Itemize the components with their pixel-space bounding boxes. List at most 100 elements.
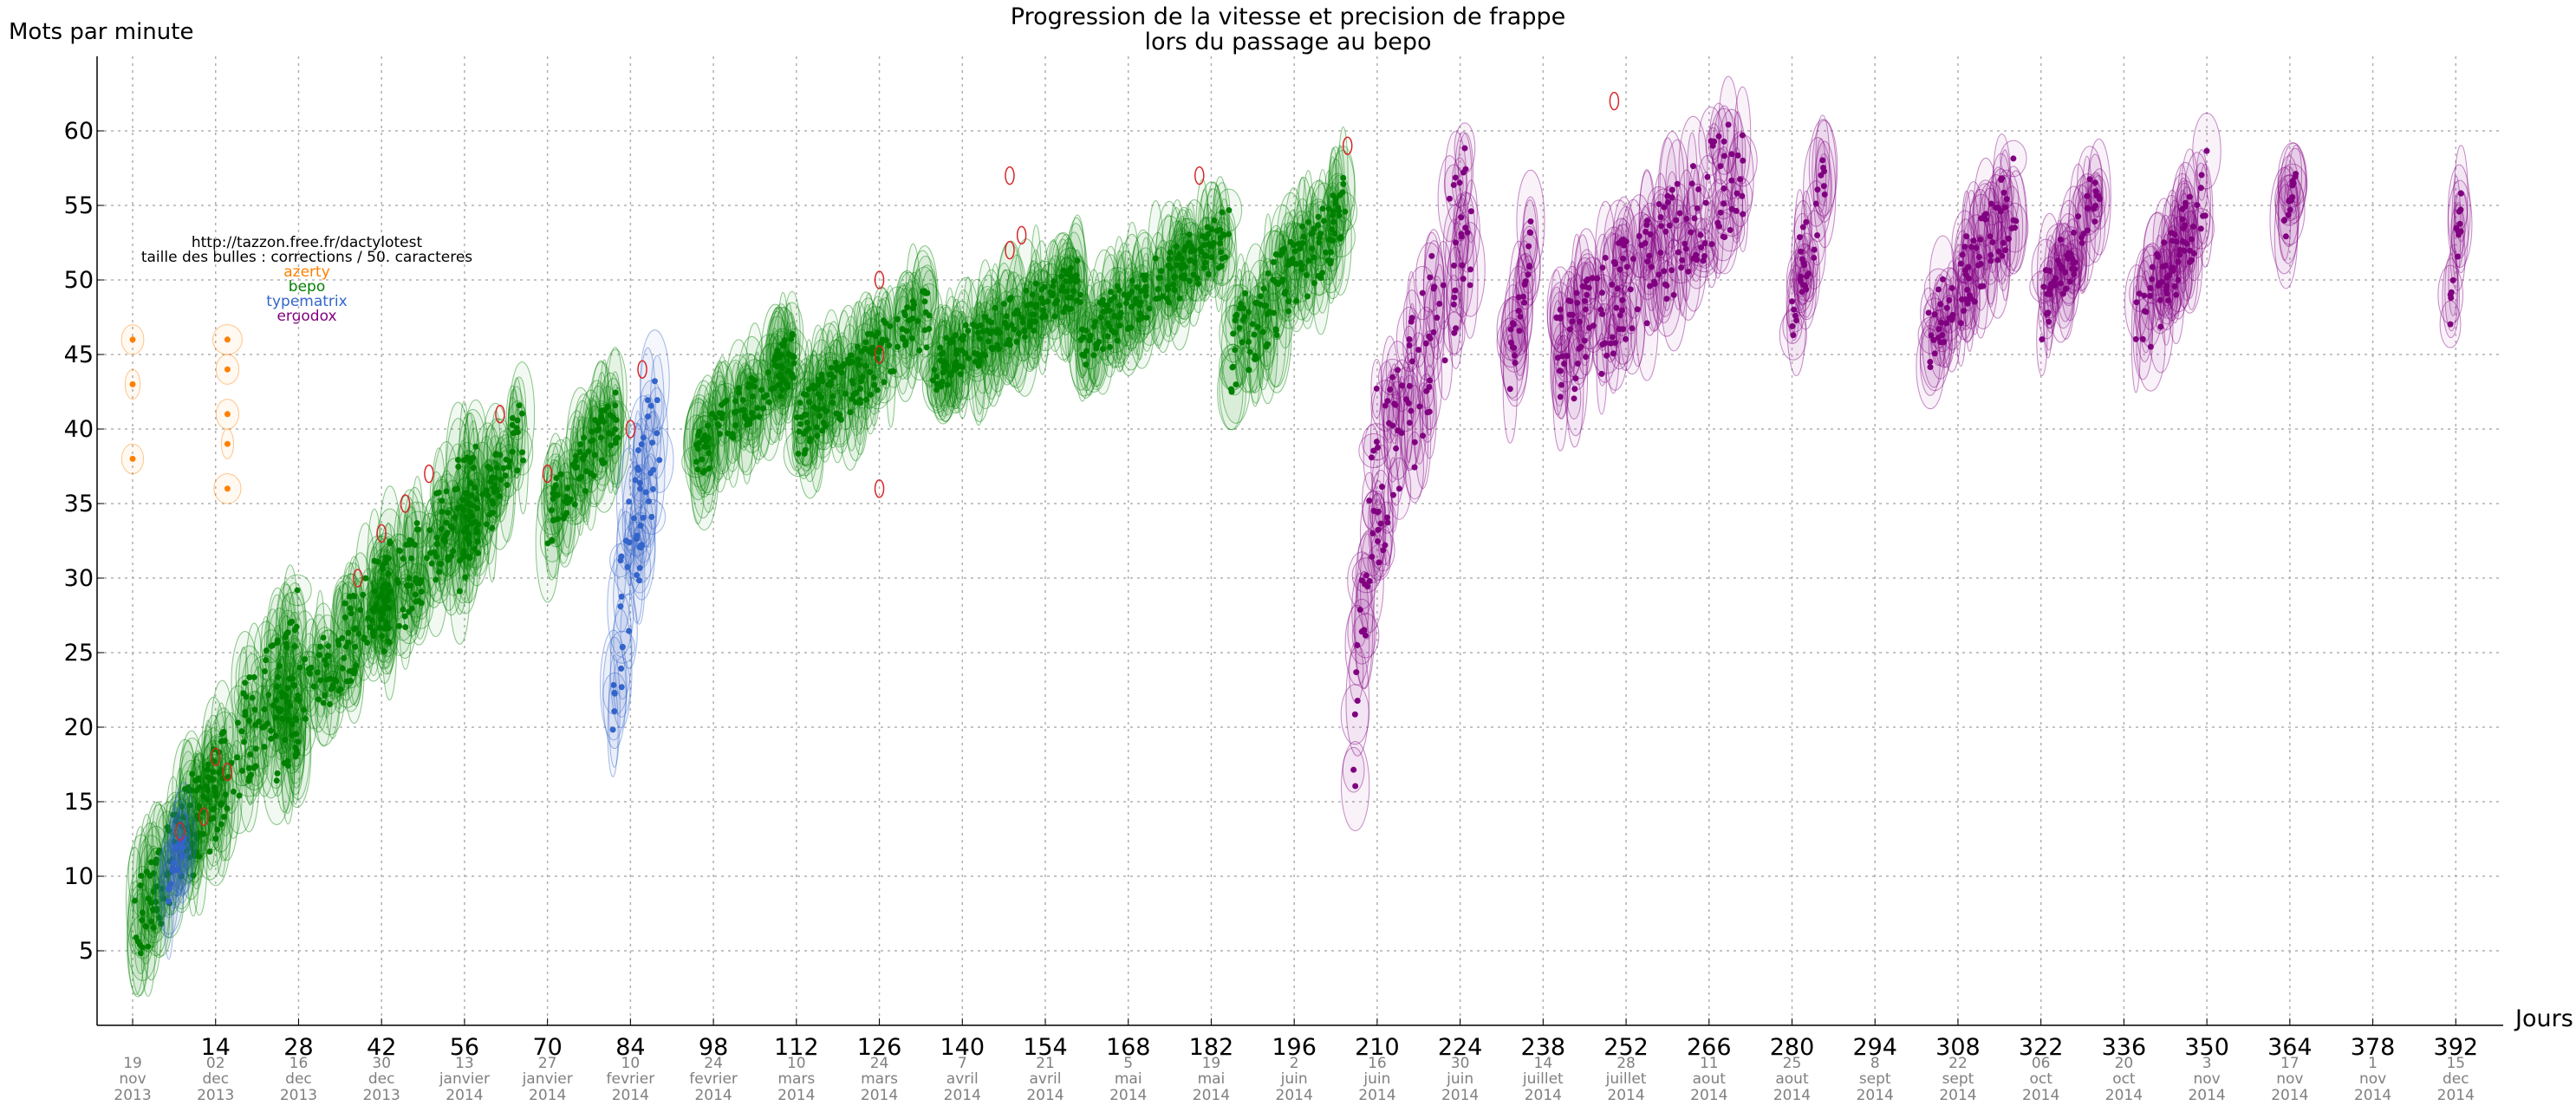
legend-bepo: bepo bbox=[288, 278, 326, 296]
bepo-point bbox=[147, 899, 154, 906]
bepo-point bbox=[569, 461, 576, 468]
bepo-point bbox=[315, 696, 322, 703]
bepo-point bbox=[150, 888, 157, 895]
bepo-point bbox=[975, 362, 982, 369]
bepo-point bbox=[245, 764, 252, 771]
bepo-point bbox=[143, 868, 150, 875]
ergodox-point bbox=[1962, 296, 1969, 302]
bepo-point bbox=[222, 791, 229, 798]
x-axis-label: Jours bbox=[2515, 1005, 2573, 1032]
x-date-label: 19 bbox=[123, 1055, 142, 1072]
x-date-label: 20 bbox=[2115, 1055, 2134, 1072]
bepo-point bbox=[293, 731, 300, 738]
bepo-point bbox=[339, 665, 346, 672]
ergodox-point bbox=[2072, 259, 2078, 266]
x-tick-label: 196 bbox=[1272, 1034, 1317, 1061]
x-date-label: 2014 bbox=[1109, 1087, 1147, 1104]
x-tick-label: 42 bbox=[367, 1034, 396, 1061]
bepo-point bbox=[1122, 300, 1129, 307]
bepo-point bbox=[342, 600, 348, 607]
bepo-point bbox=[1236, 325, 1243, 332]
bepo-point bbox=[248, 771, 255, 778]
x-date-label: 2014 bbox=[2105, 1087, 2143, 1104]
x-date-label: oct bbox=[2029, 1070, 2052, 1088]
bepo-point bbox=[153, 856, 160, 863]
bepo-point bbox=[289, 618, 296, 625]
bepo-point bbox=[345, 629, 352, 636]
ergodox-point bbox=[2286, 198, 2293, 205]
x-date-label: sept bbox=[1859, 1070, 1891, 1088]
y-tick-label: 10 bbox=[64, 863, 94, 890]
bepo-point bbox=[185, 854, 192, 861]
bepo-point bbox=[327, 700, 334, 707]
bepo-point bbox=[1265, 341, 1272, 348]
bepo-point bbox=[268, 643, 275, 650]
x-tick-label: 392 bbox=[2434, 1034, 2479, 1061]
x-date-label: mars bbox=[861, 1070, 898, 1088]
bepo-point bbox=[206, 848, 213, 855]
bepo-point bbox=[368, 617, 375, 624]
bepo-point bbox=[814, 432, 821, 439]
x-date-label: oct bbox=[2112, 1070, 2136, 1088]
bepo-point bbox=[438, 525, 445, 532]
error-marker bbox=[424, 464, 434, 484]
x-tick-label: 210 bbox=[1355, 1034, 1400, 1061]
bepo-point bbox=[252, 745, 259, 752]
x-date-label: 24 bbox=[704, 1055, 723, 1072]
bepo-point bbox=[468, 492, 475, 499]
bepo-point bbox=[203, 784, 210, 790]
bepo-point bbox=[353, 662, 360, 669]
typematrix-point bbox=[639, 543, 646, 549]
x-tick-label: 28 bbox=[283, 1034, 313, 1061]
bepo-point bbox=[322, 693, 329, 699]
bepo-point bbox=[310, 683, 317, 690]
bepo-point bbox=[433, 576, 439, 583]
x-tick-label: 112 bbox=[774, 1034, 819, 1061]
bepo-point bbox=[1090, 352, 1097, 359]
x-date-label: dec bbox=[368, 1070, 395, 1088]
x-tick-label: 56 bbox=[450, 1034, 479, 1061]
bepo-point bbox=[342, 614, 348, 621]
bepo-point bbox=[371, 557, 378, 564]
bepo-point bbox=[385, 570, 392, 577]
bepo-point bbox=[275, 673, 282, 680]
bepo-point bbox=[379, 565, 386, 572]
x-date-label: 2013 bbox=[114, 1087, 151, 1104]
bepo-point bbox=[212, 792, 219, 799]
bepo-point bbox=[396, 622, 403, 629]
bepo-point bbox=[367, 624, 374, 631]
bepo-point bbox=[294, 696, 301, 703]
y-tick-label: 30 bbox=[64, 565, 94, 592]
bepo-point bbox=[1303, 272, 1310, 279]
x-tick-label: 154 bbox=[1023, 1034, 1068, 1061]
x-tick-label: 168 bbox=[1106, 1034, 1151, 1061]
x-date-label: 2013 bbox=[280, 1087, 317, 1104]
bepo-point bbox=[1328, 257, 1335, 264]
ergodox-point bbox=[1422, 340, 1429, 347]
bepo-point bbox=[231, 788, 237, 795]
bepo-point bbox=[900, 335, 907, 341]
bepo-point bbox=[179, 803, 185, 810]
bepo-point bbox=[153, 883, 160, 890]
bepo-point bbox=[509, 421, 516, 428]
bepo-point bbox=[379, 633, 386, 640]
bepo-point bbox=[261, 744, 268, 751]
ergodox-point bbox=[1790, 332, 1797, 339]
bepo-point bbox=[263, 657, 270, 664]
x-date-label: 2013 bbox=[363, 1087, 400, 1104]
bepo-point bbox=[291, 643, 298, 650]
ergodox-point bbox=[1374, 509, 1381, 516]
x-date-label: 2014 bbox=[2437, 1087, 2475, 1104]
x-tick-label: 266 bbox=[1687, 1034, 1732, 1061]
bepo-point bbox=[190, 872, 197, 879]
bepo-point bbox=[148, 918, 155, 925]
bepo-point bbox=[306, 670, 313, 677]
y-tick-label: 55 bbox=[64, 192, 94, 219]
bepo-point bbox=[148, 859, 155, 866]
bepo-point bbox=[273, 683, 280, 690]
bepo-point bbox=[841, 361, 848, 367]
azerty-point bbox=[224, 336, 231, 343]
bepo-point bbox=[704, 422, 711, 429]
bepo-point bbox=[1285, 257, 1292, 264]
x-date-label: 15 bbox=[2446, 1055, 2465, 1072]
